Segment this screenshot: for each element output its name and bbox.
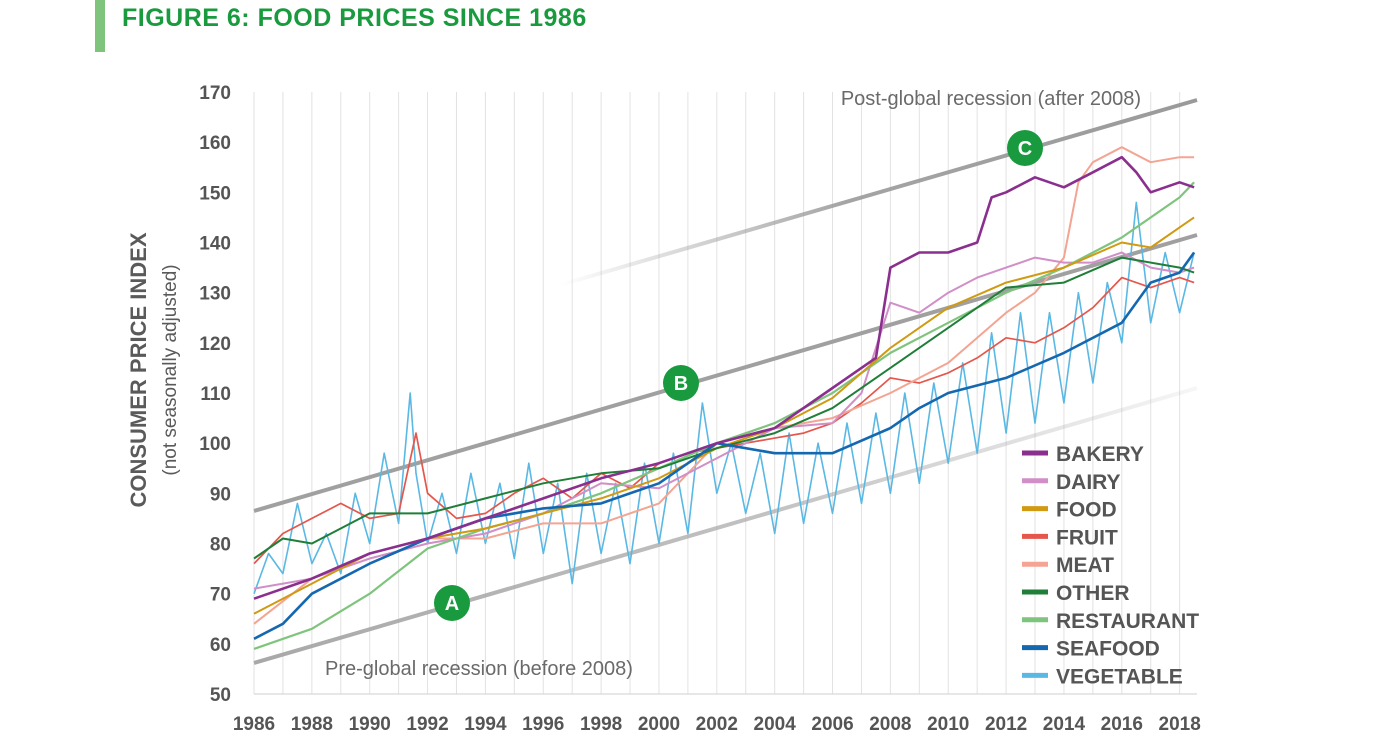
marker-a-label: A bbox=[445, 593, 459, 615]
x-tick-label: 2002 bbox=[696, 714, 738, 735]
series-line-bakery bbox=[253, 155, 1195, 600]
x-axis-ticks: 1986 1988 1990 1992 1994 1996 1998 2000 2002 2004… bbox=[233, 714, 1201, 735]
legend-label-fruit: FRUIT bbox=[1056, 526, 1118, 549]
post-recession-label: Post-global recession (after 2008) bbox=[841, 88, 1141, 110]
pre-recession-trend-line bbox=[253, 386, 1198, 665]
y-tick-label: 140 bbox=[199, 234, 231, 255]
y-tick-label: 90 bbox=[210, 484, 231, 505]
middle-trend-line bbox=[253, 233, 1198, 513]
legend-label-bakery: BAKERY bbox=[1056, 443, 1144, 466]
x-tick-label: 2014 bbox=[1043, 714, 1086, 735]
x-tick-label: 2010 bbox=[927, 714, 969, 735]
series-line-other bbox=[253, 256, 1195, 560]
pre-recession-label: Pre-global recession (before 2008) bbox=[325, 658, 633, 680]
y-tick-label: 150 bbox=[199, 183, 231, 204]
x-tick-label: 1998 bbox=[580, 714, 622, 735]
legend: BAKERY DAIRY FOOD FRUIT MEAT OTHER RESTAURANT S… bbox=[1022, 443, 1199, 688]
y-tick-label: 130 bbox=[199, 284, 231, 305]
x-tick-label: 1986 bbox=[233, 714, 275, 735]
series-line-vegetable bbox=[253, 201, 1195, 594]
x-tick-label: 1996 bbox=[522, 714, 564, 735]
x-tick-label: 2012 bbox=[985, 714, 1027, 735]
x-tick-label: 1992 bbox=[406, 714, 448, 735]
y-axis-sublabel: (not seasonally adjusted) bbox=[160, 264, 181, 475]
y-tick-label: 170 bbox=[199, 83, 231, 104]
y-tick-label: 50 bbox=[210, 685, 231, 706]
y-tick-label: 80 bbox=[210, 535, 231, 556]
legend-label-dairy: DAIRY bbox=[1056, 471, 1121, 494]
y-tick-label: 60 bbox=[210, 635, 231, 656]
y-tick-label: 160 bbox=[199, 133, 231, 154]
series-line-seafood bbox=[253, 251, 1196, 640]
y-axis-title: CONSUMER PRICE INDEX (not seasonally adj… bbox=[126, 232, 181, 507]
annotations: Post-global recession (after 2008) Pre-gl… bbox=[325, 88, 1141, 680]
y-tick-label: 100 bbox=[199, 434, 231, 455]
x-tick-label: 2018 bbox=[1159, 714, 1201, 735]
title-accent-bar bbox=[95, 0, 105, 52]
legend-label-other: OTHER bbox=[1056, 582, 1130, 605]
x-tick-label: 2000 bbox=[638, 714, 680, 735]
x-tick-label: 1990 bbox=[349, 714, 391, 735]
y-tick-label: 120 bbox=[199, 334, 231, 355]
x-tick-label: 2004 bbox=[754, 714, 797, 735]
post-recession-trend-line bbox=[559, 98, 1198, 287]
legend-label-seafood: SEAFOOD bbox=[1056, 638, 1160, 661]
marker-a-circle bbox=[434, 585, 470, 621]
y-tick-label: 70 bbox=[210, 585, 231, 606]
x-tick-label: 1994 bbox=[464, 714, 507, 735]
marker-b-circle bbox=[663, 365, 699, 401]
y-axis-label: CONSUMER PRICE INDEX bbox=[126, 232, 151, 507]
series-lines bbox=[253, 146, 1196, 650]
y-tick-label: 110 bbox=[200, 384, 231, 405]
series-line-restaurant bbox=[253, 181, 1195, 650]
legend-label-restaurant: RESTAURANT bbox=[1056, 610, 1199, 633]
legend-label-food: FOOD bbox=[1056, 499, 1117, 522]
x-tick-label: 2006 bbox=[811, 714, 853, 735]
chart-title: FIGURE 6: FOOD PRICES SINCE 1986 bbox=[122, 4, 587, 32]
trend-lines bbox=[253, 98, 1198, 665]
legend-label-meat: MEAT bbox=[1056, 554, 1114, 577]
series-line-fruit bbox=[253, 276, 1195, 565]
y-axis-ticks: 50 60 70 80 90 100 110 120 130 140 150 160 170 bbox=[199, 83, 231, 706]
marker-c-circle bbox=[1007, 130, 1043, 166]
marker-c-label: C bbox=[1018, 138, 1032, 160]
x-tick-label: 2008 bbox=[869, 714, 911, 735]
legend-label-vegetable: VEGETABLE bbox=[1056, 665, 1183, 688]
x-tick-label: 1988 bbox=[291, 714, 333, 735]
marker-b-label: B bbox=[674, 373, 688, 395]
series-line-dairy bbox=[253, 251, 1195, 590]
x-tick-label: 2016 bbox=[1101, 714, 1143, 735]
